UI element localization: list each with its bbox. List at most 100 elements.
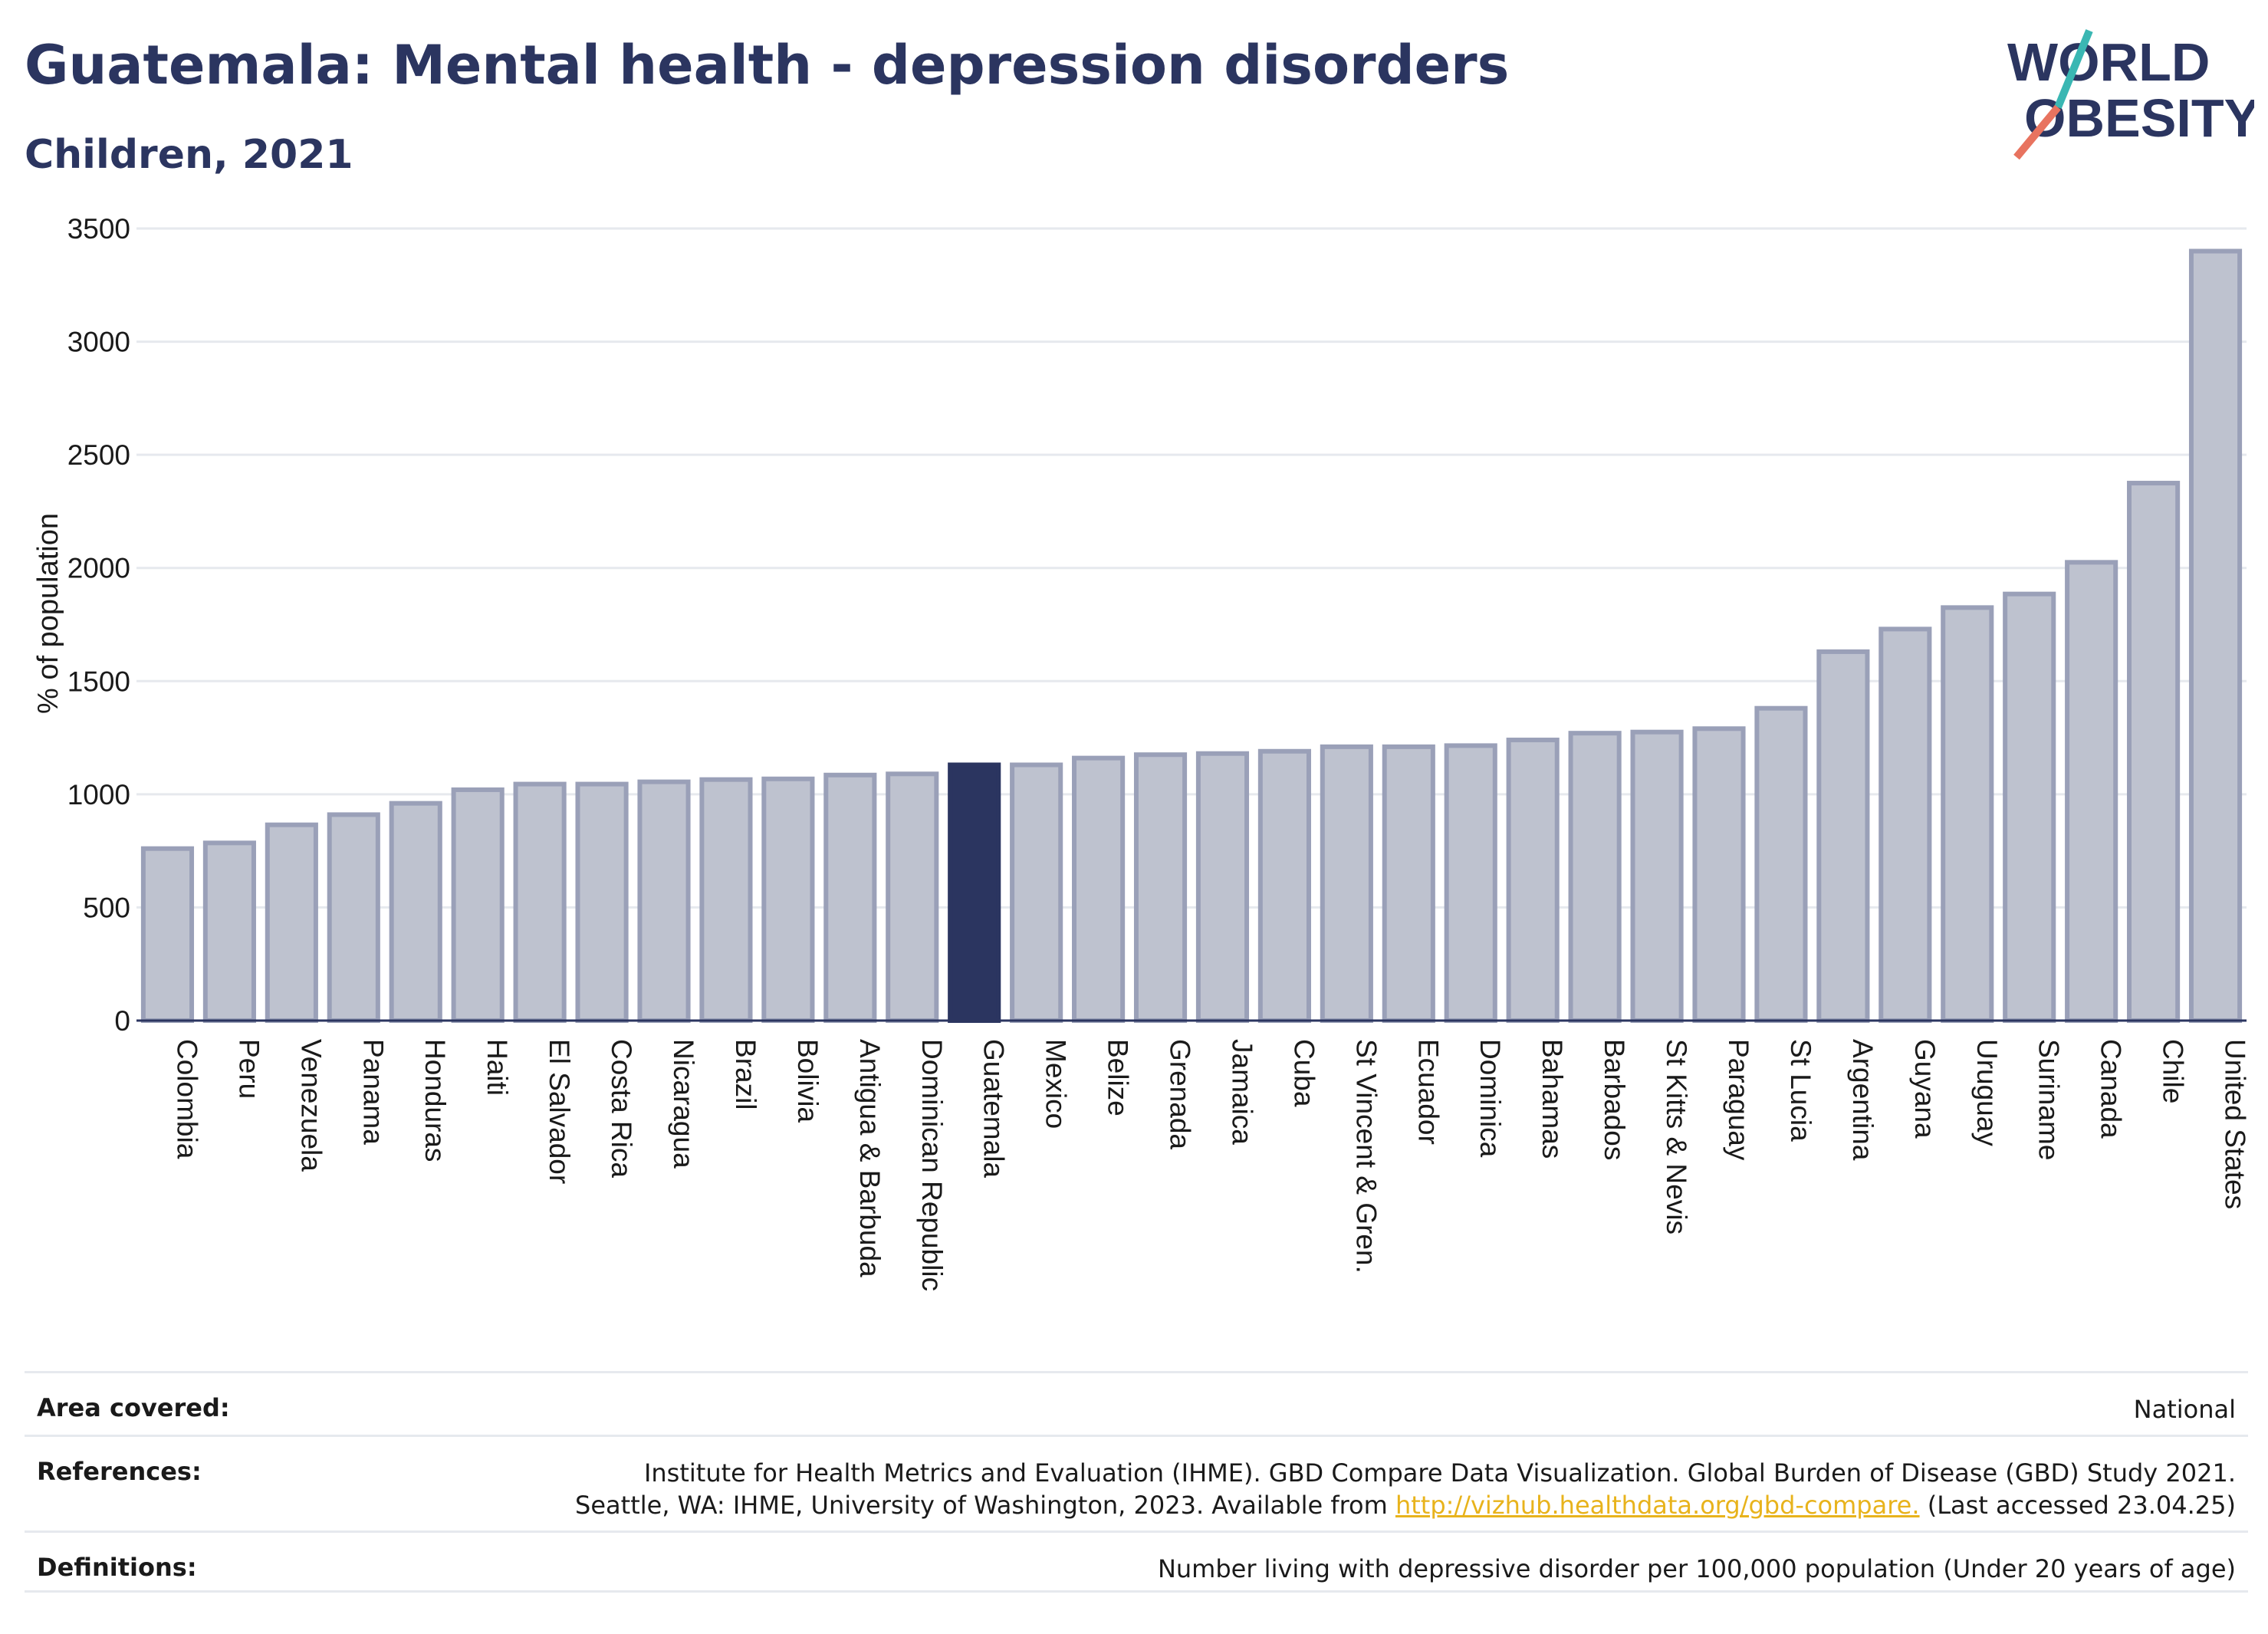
definitions-label: Definitions: (37, 1553, 197, 1582)
references-line2-post: (Last accessed 23.04.25) (1919, 1491, 2236, 1520)
x-tick-label: Colombia (171, 1039, 202, 1159)
bar-st-lucia (1754, 705, 1808, 1024)
bar-colombia (140, 846, 195, 1023)
area-covered-label: Area covered: (37, 1393, 230, 1422)
bar-uruguay (1941, 605, 1994, 1023)
bar-dominica (1444, 743, 1497, 1023)
world-obesity-logo: WORLD OBESITY (2007, 29, 2254, 160)
footer-area-row: Area covered: National (25, 1371, 2248, 1437)
bar-st-vincent-gren- (1320, 744, 1373, 1023)
x-tick-label: Jamaica (1226, 1039, 1257, 1145)
y-tick-label: 1000 (67, 779, 130, 810)
footer-references-row: References: Institute for Health Metrics… (25, 1435, 2248, 1533)
references-line1: Institute for Health Metrics and Evaluat… (643, 1458, 2236, 1488)
x-tick-label: El Salvador (544, 1039, 575, 1184)
y-tick-label: 1500 (67, 666, 130, 697)
y-axis-label: % of population (32, 513, 64, 714)
bar-guyana (1878, 626, 1932, 1023)
x-tick-label: St Vincent & Gren. (1350, 1039, 1382, 1274)
y-tick-labels: 0 500 1000 1500 2000 2500 3000 3500 (67, 213, 130, 1037)
x-tick-label: Bahamas (1537, 1039, 1568, 1159)
bar-chile (2127, 481, 2181, 1023)
references-line2: Seattle, WA: IHME, University of Washing… (575, 1489, 2236, 1521)
bar-canada (2065, 560, 2118, 1023)
references-line2-pre: Seattle, WA: IHME, University of Washing… (575, 1491, 1395, 1520)
x-tick-label: Cuba (1288, 1039, 1320, 1107)
footer-bottom-rule (25, 1590, 2248, 1593)
logo-line1: WORLD (2007, 32, 2210, 92)
bar-peru (202, 840, 256, 1024)
x-tick-label: Guyana (1909, 1039, 1941, 1139)
bar-honduras (389, 801, 442, 1023)
x-tick-label: Panama (357, 1039, 389, 1145)
bars (140, 248, 2243, 1024)
chart-title: Guatemala: Mental health - depression di… (25, 34, 1510, 97)
x-tick-label: Chile (2158, 1039, 2189, 1103)
y-tick-label: 3000 (67, 327, 130, 358)
bar-el-salvador (513, 781, 567, 1024)
bar-chart: 0 500 1000 1500 2000 2500 3000 3500 % of popula… (32, 213, 2251, 1291)
bar-ecuador (1382, 744, 1435, 1023)
x-tick-label: Venezuela (295, 1039, 327, 1172)
bar-bolivia (761, 776, 815, 1023)
x-tick-label: Bolivia (792, 1039, 823, 1123)
bar-argentina (1816, 649, 1870, 1023)
bar-guatemala (948, 762, 1001, 1023)
x-tick-label: Mexico (1040, 1039, 1072, 1129)
x-tick-label: Uruguay (1971, 1039, 2003, 1146)
bar-barbados (1568, 731, 1622, 1023)
x-tick-label: Dominican Republic (916, 1039, 948, 1291)
x-tick-label: Nicaragua (668, 1039, 699, 1169)
x-tick-label: Guatemala (978, 1039, 1010, 1178)
bar-jamaica (1195, 751, 1250, 1024)
y-tick-label: 2500 (67, 439, 130, 471)
bar-mexico (1010, 762, 1063, 1023)
bar-haiti (451, 787, 505, 1024)
logo-slash-teal (2054, 29, 2093, 109)
bar-antigua-barbuda (823, 772, 877, 1024)
x-tick-label: Grenada (1165, 1039, 1196, 1149)
x-tick-label: Antigua & Barbuda (854, 1039, 886, 1277)
references-label: References: (37, 1457, 202, 1486)
logo-slash-coral (2013, 104, 2061, 160)
chart-subtitle: Children, 2021 (25, 132, 353, 178)
bar-cuba (1257, 748, 1311, 1024)
x-tick-label: Canada (2095, 1039, 2127, 1139)
y-tick-label: 0 (114, 1005, 130, 1037)
bar-nicaragua (637, 779, 691, 1023)
definitions-value: Number living with depressive disorder p… (1157, 1554, 2236, 1583)
bar-paraguay (1692, 726, 1746, 1023)
x-tick-label: Dominica (1474, 1039, 1506, 1158)
bar-st-kitts-nevis (1630, 729, 1684, 1023)
bar-venezuela (265, 822, 318, 1023)
x-tick-label: Costa Rica (606, 1039, 637, 1178)
y-tick-label: 500 (83, 892, 130, 923)
x-tick-label: St Kitts & Nevis (1661, 1039, 1692, 1235)
x-tick-label: Honduras (419, 1039, 451, 1162)
y-tick-label: 2000 (67, 553, 130, 584)
x-tick-labels: Colombia Peru Venezuela Panama Honduras Haiti… (171, 1039, 2250, 1291)
bar-grenada (1133, 752, 1188, 1023)
x-tick-label: Suriname (2033, 1039, 2065, 1160)
x-tick-label: Barbados (1599, 1039, 1630, 1160)
bar-suriname (2003, 591, 2056, 1023)
x-tick-label: St Lucia (1785, 1039, 1816, 1142)
x-tick-label: Belize (1103, 1039, 1134, 1116)
bar-costa-rica (575, 781, 629, 1024)
x-tick-label: Peru (233, 1039, 265, 1099)
bar-united-states (2188, 248, 2243, 1023)
references-value: Institute for Health Metrics and Evaluat… (575, 1457, 2236, 1521)
y-tick-label: 3500 (67, 213, 130, 245)
bar-brazil (699, 777, 753, 1023)
x-tick-label: Argentina (1847, 1039, 1878, 1161)
x-tick-label: Haiti (482, 1039, 513, 1096)
x-tick-label: Brazil (730, 1039, 761, 1110)
x-tick-label: United States (2220, 1039, 2251, 1209)
bar-bahamas (1506, 738, 1560, 1023)
x-tick-label: Paraguay (1723, 1039, 1754, 1161)
references-link[interactable]: http://vizhub.healthdata.org/gbd-compare… (1395, 1491, 1920, 1520)
bar-dominican-republic (886, 771, 939, 1024)
area-covered-value: National (2133, 1395, 2236, 1424)
bar-panama (327, 812, 380, 1024)
x-tick-label: Ecuador (1412, 1039, 1444, 1145)
